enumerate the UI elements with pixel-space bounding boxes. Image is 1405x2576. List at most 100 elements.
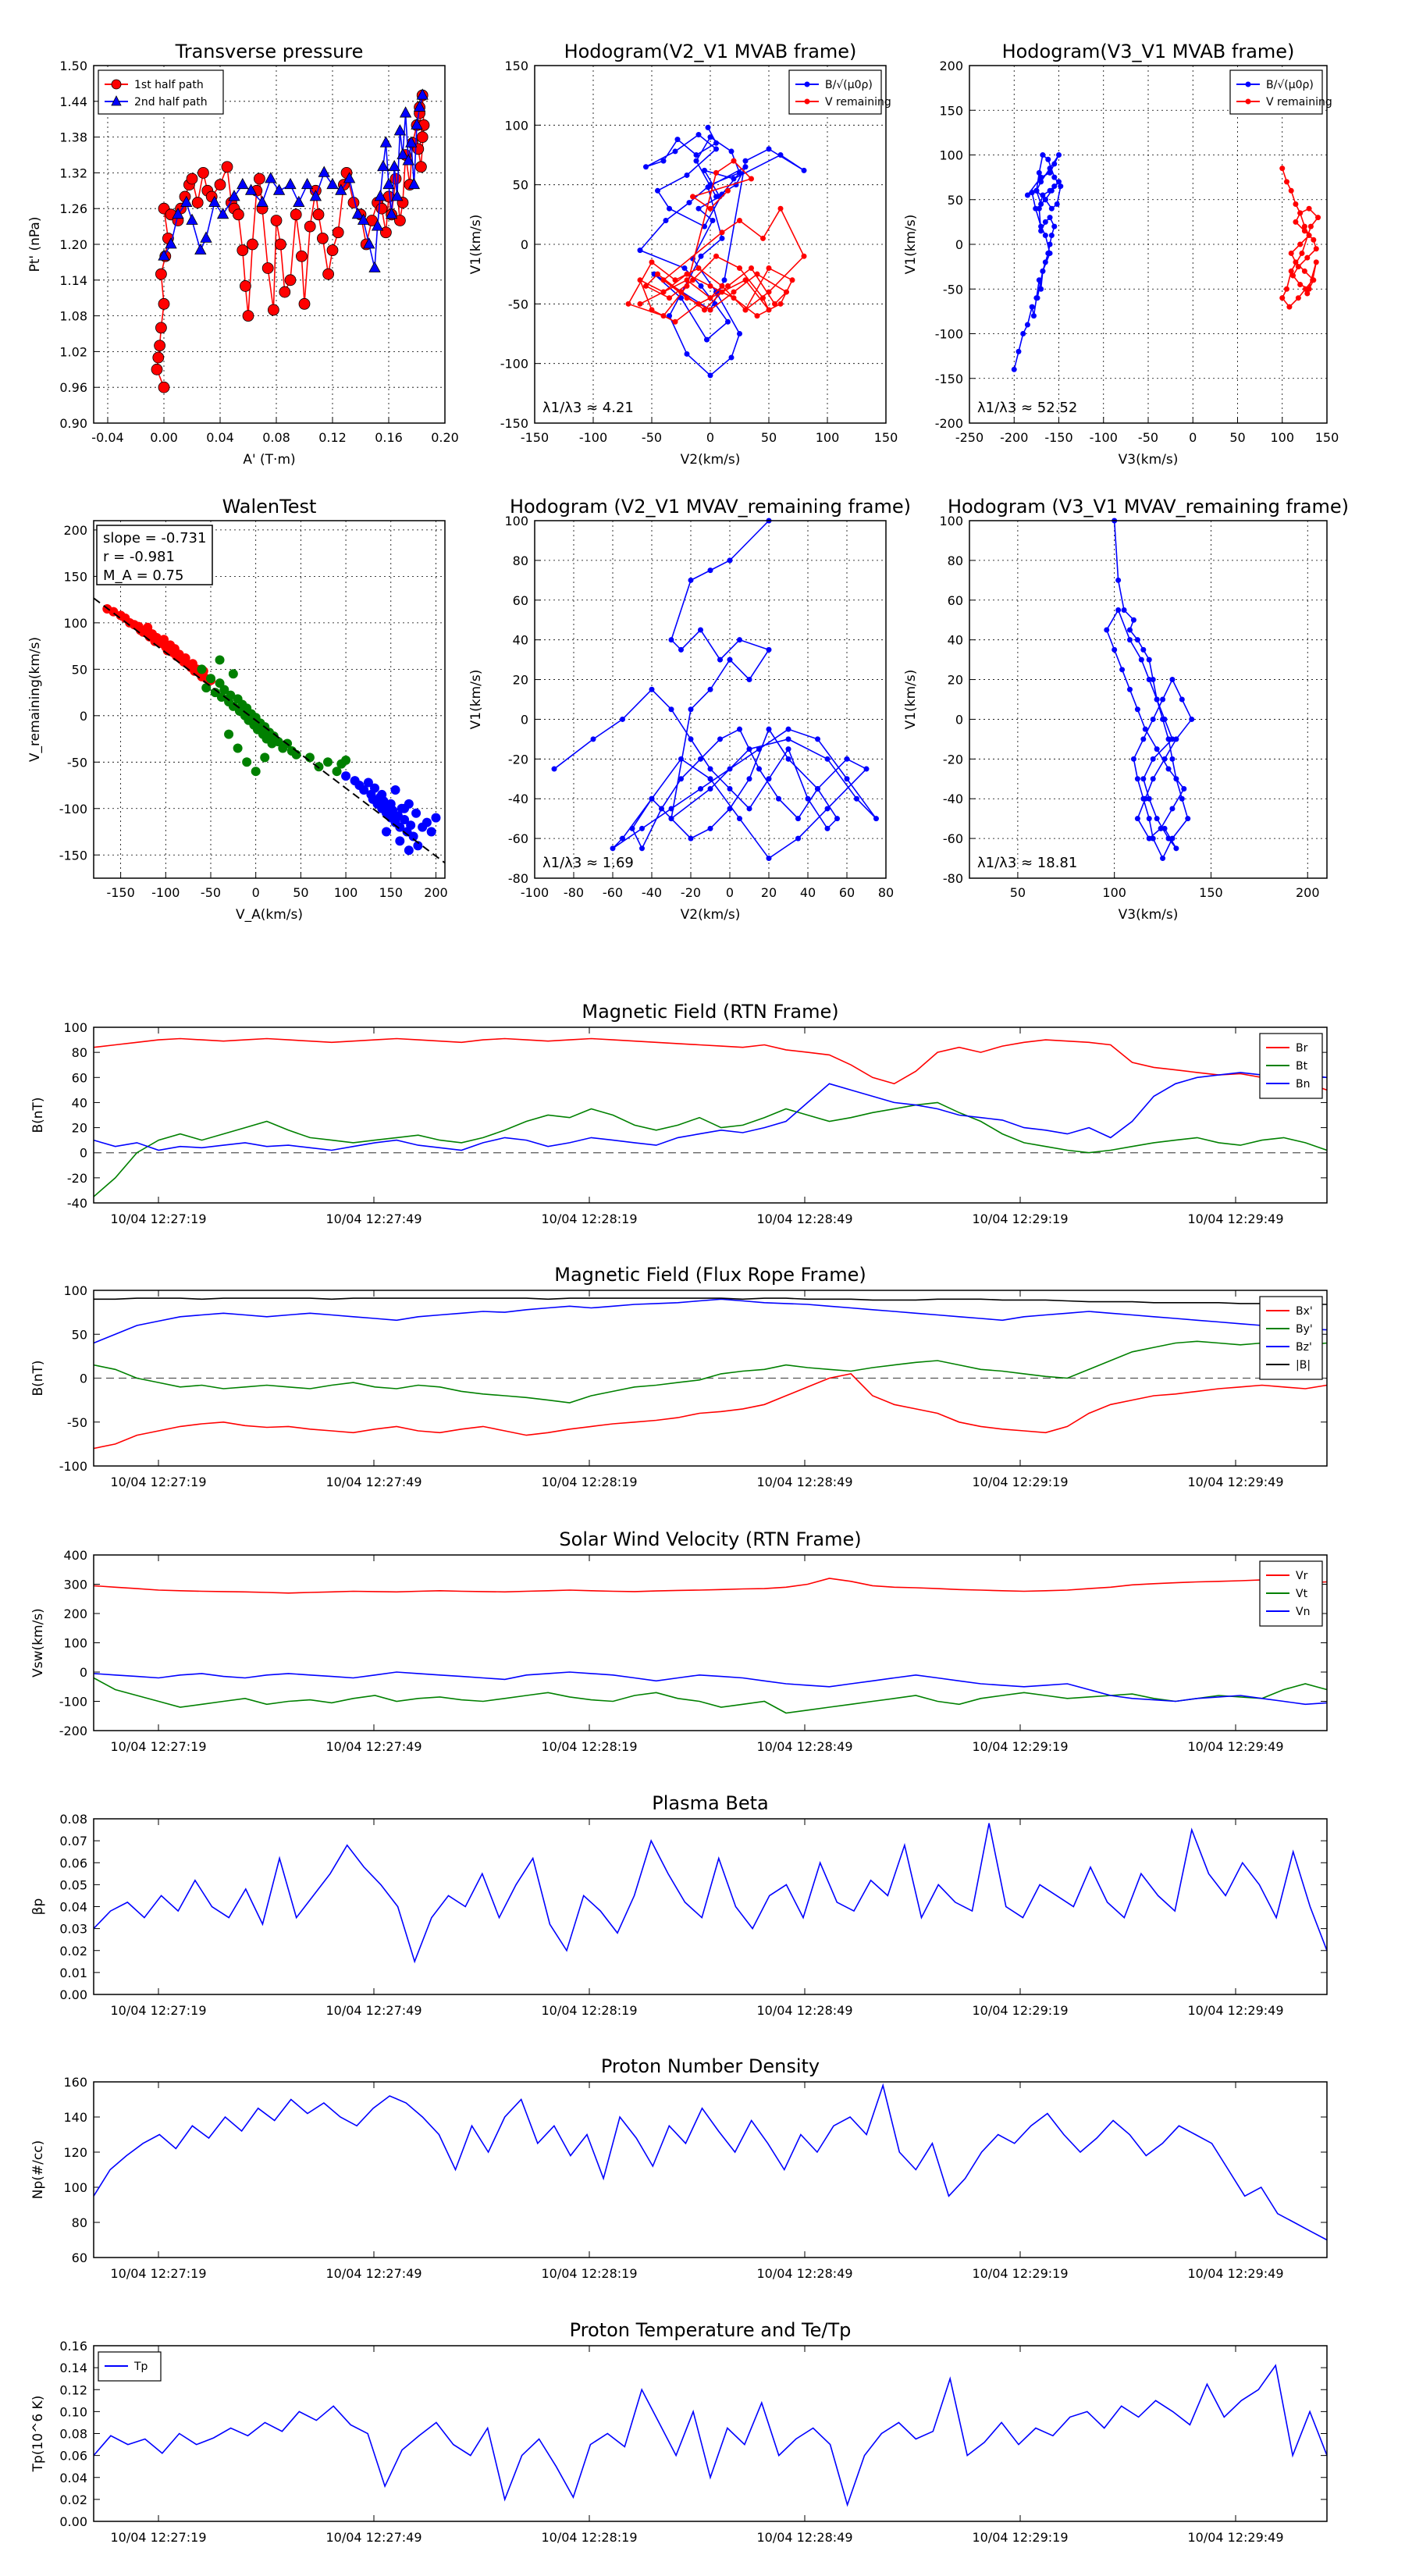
x-tick-label: 10/04 12:27:49 xyxy=(325,2266,422,2281)
data-point xyxy=(270,215,283,226)
data-point xyxy=(400,803,410,813)
y-tick-label: 100 xyxy=(63,616,87,631)
data-point xyxy=(273,737,283,747)
data-point xyxy=(737,169,742,176)
data-point xyxy=(318,165,330,177)
data-point xyxy=(1038,179,1044,185)
data-point xyxy=(1297,282,1304,288)
y-tick-label: 0.07 xyxy=(59,1834,87,1848)
data-point xyxy=(725,187,731,194)
y-tick-label: 1.08 xyxy=(59,309,87,324)
data-point xyxy=(1048,205,1055,212)
data-point xyxy=(1160,696,1166,703)
y-tick-label: -200 xyxy=(935,416,963,431)
series-v-remaining xyxy=(1279,165,1321,310)
data-point xyxy=(1134,706,1140,713)
data-point xyxy=(713,169,719,176)
data-point xyxy=(863,766,870,772)
data-point xyxy=(1161,825,1168,831)
chart-title: Plasma Beta xyxy=(652,1792,768,1814)
x-axis-label: V2(km/s) xyxy=(681,452,741,468)
data-point xyxy=(391,190,404,201)
x-tick-label: 10/04 12:29:49 xyxy=(1187,1475,1283,1489)
data-point xyxy=(725,318,731,325)
x-tick-label: 50 xyxy=(1229,430,1245,445)
data-point xyxy=(698,283,704,289)
x-axis-label: V_A(km/s) xyxy=(236,907,303,923)
data-point xyxy=(667,205,672,212)
data-point xyxy=(684,172,690,178)
data-point xyxy=(1119,667,1126,673)
x-tick-label: 10/04 12:29:19 xyxy=(972,2003,1068,2018)
data-point xyxy=(702,167,707,173)
plot-frame xyxy=(534,520,887,879)
y-tick-label: 0.14 xyxy=(59,2361,87,2375)
y-axis-label: V1(km/s) xyxy=(903,670,919,730)
series-vr xyxy=(93,1578,1328,1594)
x-tick-label: -100 xyxy=(579,430,607,445)
data-point xyxy=(707,766,713,772)
data-point xyxy=(1307,223,1314,229)
y-tick-label: 80 xyxy=(948,553,963,568)
data-point xyxy=(1011,366,1017,372)
data-point xyxy=(672,148,678,155)
data-point xyxy=(731,176,737,182)
data-point xyxy=(1288,250,1294,256)
data-point xyxy=(1288,268,1294,274)
y-tick-label: -40 xyxy=(508,792,528,806)
data-point xyxy=(371,219,384,231)
data-point xyxy=(1047,215,1053,221)
series-vn xyxy=(93,1671,1328,1706)
y-tick-label: -40 xyxy=(943,792,963,806)
data-point xyxy=(1140,776,1147,782)
data-point xyxy=(707,134,713,141)
data-point xyxy=(737,217,742,223)
data-point xyxy=(228,669,238,679)
data-point xyxy=(772,301,777,307)
eigen-ratio: λ1/λ3 ≈ 18.81 xyxy=(977,855,1077,871)
data-point xyxy=(660,313,667,319)
data-point xyxy=(721,277,727,283)
data-point xyxy=(143,622,153,632)
data-point xyxy=(256,195,269,207)
data-point xyxy=(1146,816,1152,822)
data-point xyxy=(698,786,703,792)
data-point xyxy=(707,205,713,212)
series-v xyxy=(551,518,879,862)
y-axis-label: Pt' (nPa) xyxy=(27,217,43,272)
y-tick-label: 60 xyxy=(72,1070,87,1085)
data-point xyxy=(216,207,229,219)
legend-label: V remaining xyxy=(825,96,891,109)
y-tick-label: 1.26 xyxy=(59,201,87,216)
y-tick-label: 0 xyxy=(80,1665,87,1680)
x-tick-label: -150 xyxy=(1044,430,1072,445)
data-point xyxy=(359,785,369,795)
data-point xyxy=(206,674,215,684)
data-point xyxy=(695,132,702,138)
data-point xyxy=(728,354,735,361)
data-point xyxy=(785,726,791,732)
data-point xyxy=(1042,219,1048,225)
data-point xyxy=(695,205,702,212)
data-point xyxy=(1042,233,1048,239)
data-point xyxy=(1130,756,1136,762)
data-point xyxy=(1283,286,1289,292)
data-point xyxy=(1288,187,1294,194)
data-point xyxy=(760,295,766,301)
series-line xyxy=(627,160,805,323)
data-point xyxy=(1038,228,1044,234)
data-point xyxy=(395,822,405,832)
x-tick-label: -50 xyxy=(642,430,662,445)
data-point xyxy=(707,786,713,792)
y-tick-label: 60 xyxy=(948,593,963,608)
data-point xyxy=(301,177,314,190)
data-point xyxy=(152,351,165,364)
data-point xyxy=(1033,205,1039,212)
data-point xyxy=(637,277,643,283)
legend-frame xyxy=(788,69,882,115)
data-point xyxy=(668,637,674,643)
data-point xyxy=(707,372,713,379)
data-point xyxy=(610,845,616,852)
series-bn xyxy=(93,1072,1328,1151)
x-tick-label: 10/04 12:27:49 xyxy=(325,1212,422,1226)
